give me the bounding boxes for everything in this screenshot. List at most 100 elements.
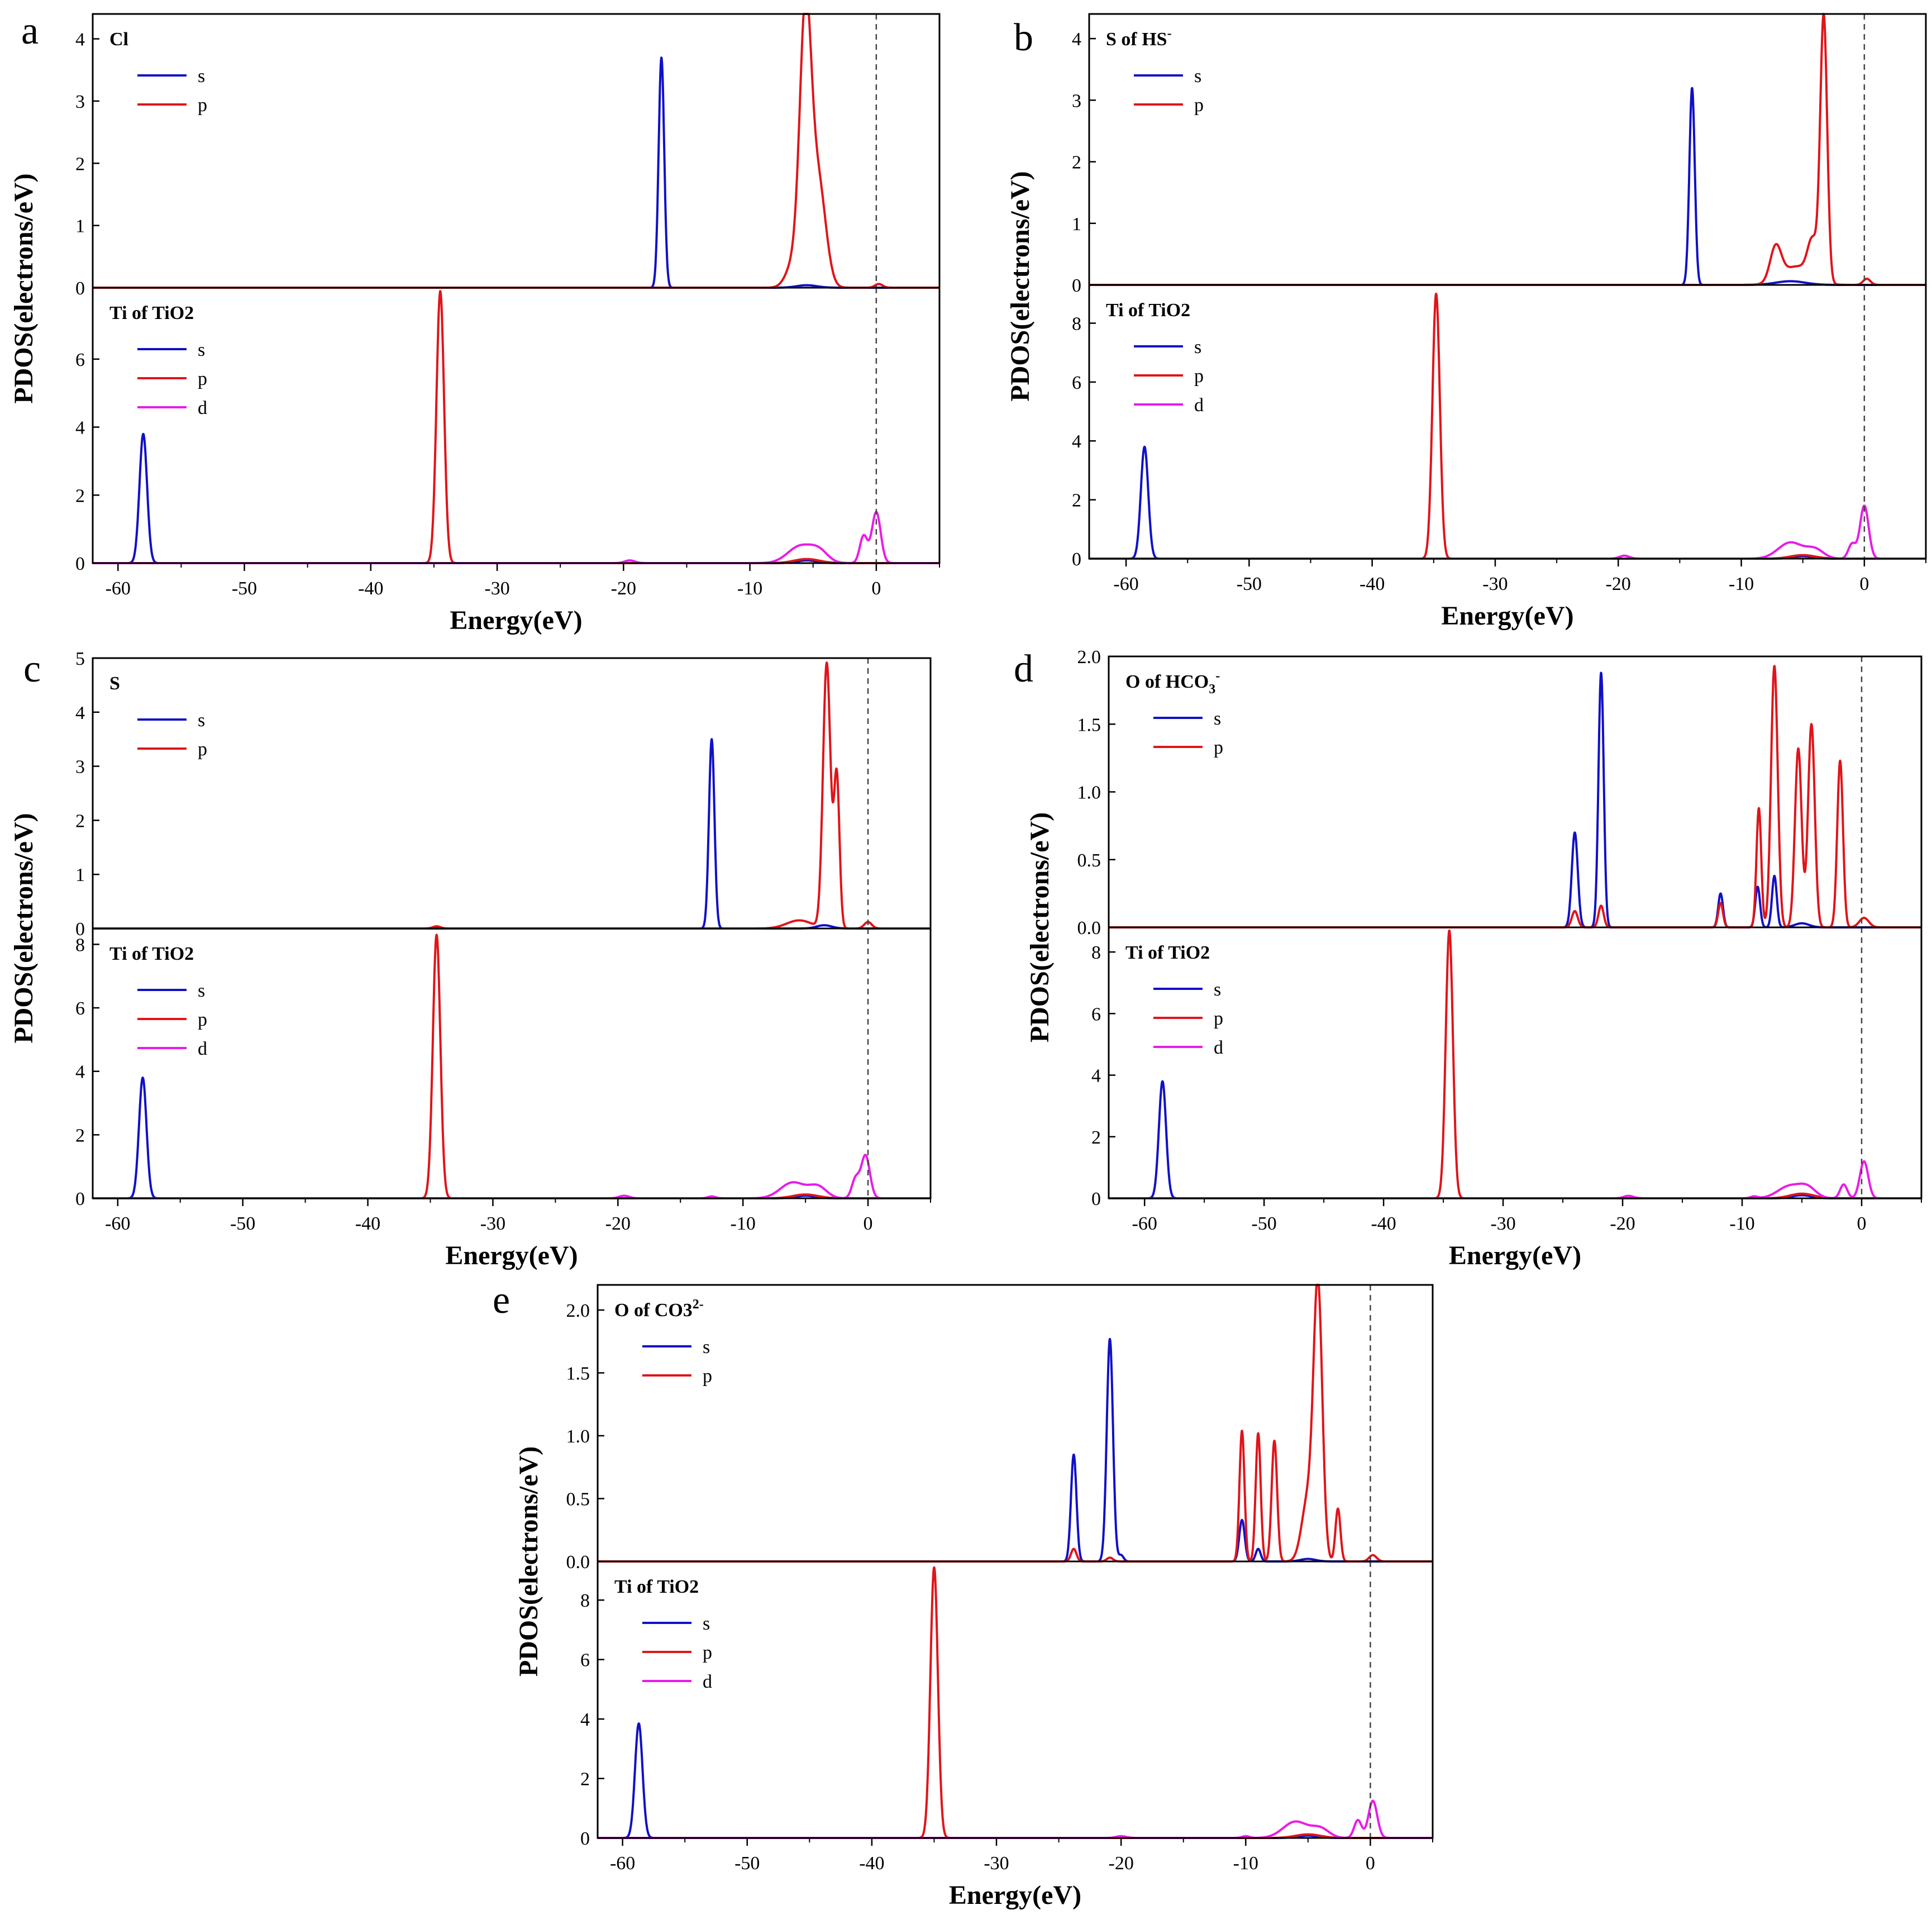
x-axis-label: Energy(eV) — [450, 606, 582, 635]
series-p-line — [597, 1284, 1434, 1563]
y-tick-label: 6 — [75, 350, 85, 370]
subplot-title: Ti of TiO2 — [614, 1577, 699, 1597]
subplot-top: 0 1 2 3 4 5 Ssp — [75, 649, 932, 940]
x-tick-label: 0 — [1366, 1853, 1375, 1874]
x-tick-label: -50 — [1237, 574, 1262, 594]
legend-label-p: p — [198, 95, 207, 116]
series-s-line — [1088, 87, 1927, 286]
series-p-line — [92, 13, 941, 289]
legend-label-d: d — [703, 1671, 712, 1692]
x-axis-label: Energy(eV) — [1449, 1241, 1581, 1270]
y-tick-label: 1.0 — [566, 1426, 590, 1447]
series-s-line — [92, 738, 932, 930]
subplot-title-text: Ti of TiO2 — [1125, 942, 1210, 963]
x-axis-label: Energy(eV) — [1441, 601, 1573, 631]
y-tick-label: 4 — [1072, 431, 1081, 452]
series-p-line — [1108, 665, 1923, 928]
subplot-title-text: Ti of TiO2 — [614, 1577, 699, 1597]
legend-label-s: s — [198, 980, 205, 1001]
x-tick-label: -20 — [1606, 574, 1631, 594]
subplot-title-text: S — [109, 673, 120, 694]
subplot-title-text: Ti of TiO2 — [109, 944, 194, 964]
panel-letter: a — [21, 9, 39, 53]
subplot-title: Ti of TiO2 — [1106, 300, 1190, 321]
x-axis-label: Energy(eV) — [445, 1241, 578, 1270]
x-tick-label: -50 — [230, 1213, 255, 1234]
y-tick-label: 2 — [580, 1769, 590, 1790]
x-tick-label: -60 — [1132, 1213, 1157, 1234]
legend-label-d: d — [1194, 395, 1204, 416]
series-d-line — [92, 1154, 932, 1199]
series-s-line — [1088, 445, 1927, 560]
x-tick-label: -60 — [106, 578, 131, 599]
y-axis-label: PDOS(electrons/eV) — [1005, 171, 1035, 401]
y-tick-label: 8 — [1091, 942, 1101, 963]
legend-label-p: p — [198, 739, 207, 760]
panel-letter: e — [493, 1279, 510, 1322]
y-tick-label: 8 — [75, 935, 85, 955]
x-tick-label: -40 — [1359, 574, 1385, 594]
legend-label-s: s — [198, 340, 205, 360]
panel-letter: c — [23, 647, 41, 690]
legend-label-s: s — [198, 66, 205, 87]
y-axis-label: PDOS(electrons/eV) — [9, 813, 39, 1043]
y-tick-label: 3 — [1072, 91, 1081, 111]
y-tick-label: 0 — [75, 1189, 85, 1209]
legend-label-p: p — [1194, 366, 1204, 387]
y-tick-label: 2 — [75, 1125, 85, 1146]
legend-label-p: p — [198, 369, 207, 389]
legend-label-s: s — [1194, 66, 1201, 87]
y-tick-label: 1 — [75, 216, 85, 237]
y-tick-label: 2 — [75, 154, 85, 174]
series-s-line — [1108, 1080, 1923, 1199]
series-p-line — [1108, 929, 1923, 1199]
x-tick-label: -40 — [859, 1853, 884, 1874]
x-tick-label: -50 — [1251, 1213, 1276, 1234]
x-tick-label: 0 — [871, 578, 881, 599]
legend-label-p: p — [198, 1009, 207, 1030]
y-tick-label: 4 — [75, 418, 85, 439]
y-tick-label: 2 — [75, 811, 85, 831]
x-tick-label: -20 — [605, 1213, 631, 1234]
legend-label-d: d — [198, 1039, 207, 1059]
subplot-top: 0.0 0.5 1.0 1.5 2.0 O of HCO3- sp — [1077, 647, 1923, 939]
panel-letter: b — [1014, 16, 1033, 59]
series-s-line — [1108, 672, 1923, 928]
y-tick-label: 1.0 — [1077, 783, 1101, 803]
series-p-line — [1088, 292, 1927, 560]
y-tick-label: 8 — [1072, 313, 1081, 334]
y-tick-label: 3 — [75, 92, 85, 112]
y-tick-label: 6 — [1072, 373, 1081, 393]
subplot-title: S — [109, 673, 120, 694]
legend-label-s: s — [703, 1613, 710, 1634]
y-tick-label: 4 — [580, 1709, 590, 1730]
subplot-title-text: Ti of TiO2 — [109, 303, 194, 323]
y-tick-label: 4 — [1091, 1066, 1101, 1087]
subplot-title-text: Ti of TiO2 — [1106, 300, 1190, 321]
y-tick-label: 0 — [1091, 1189, 1101, 1209]
y-tick-label: 2.0 — [566, 1301, 590, 1321]
y-tick-label: 0.5 — [566, 1489, 590, 1510]
x-tick-label: -20 — [1610, 1213, 1635, 1234]
x-tick-label: -50 — [232, 578, 257, 599]
subplot-title: Cl — [109, 29, 128, 50]
legend-label-s: s — [703, 1337, 710, 1358]
legend-label-d: d — [1214, 1037, 1223, 1058]
series-p-line — [92, 290, 941, 564]
subplot-top: 0 1 2 3 4 Cl sp — [75, 13, 941, 299]
series-d-line — [1088, 504, 1927, 560]
y-tick-label: 0.0 — [566, 1552, 590, 1573]
x-tick-label: -40 — [355, 1213, 380, 1234]
series-d-line — [92, 511, 941, 564]
y-tick-label: 2 — [1072, 153, 1081, 173]
legend-label-p: p — [1214, 737, 1223, 758]
